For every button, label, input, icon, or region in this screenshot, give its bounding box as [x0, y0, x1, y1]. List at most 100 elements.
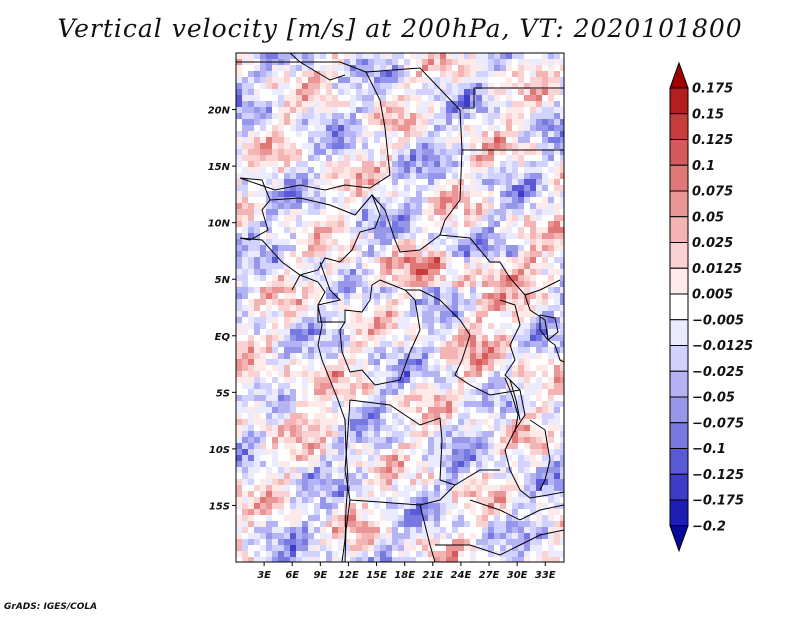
field-cell [344, 365, 351, 372]
field-cell [410, 281, 417, 288]
field-cell [542, 305, 549, 312]
field-cell [242, 101, 249, 108]
field-cell [236, 131, 243, 138]
field-cell [446, 437, 453, 444]
field-cell [422, 197, 429, 204]
field-cell [458, 377, 465, 384]
field-cell [266, 359, 273, 366]
field-cell [542, 125, 549, 132]
field-cell [380, 53, 387, 60]
field-cell [560, 173, 564, 180]
field-cell [530, 329, 537, 336]
field-cell [434, 221, 441, 228]
field-cell [368, 155, 375, 162]
field-cell [494, 311, 501, 318]
field-cell [338, 443, 345, 450]
field-cell [236, 371, 243, 378]
field-cell [332, 425, 339, 432]
field-cell [458, 551, 465, 558]
field-cell [554, 485, 561, 492]
field-cell [548, 245, 555, 252]
field-cell [500, 557, 507, 562]
field-cell [284, 539, 291, 546]
field-cell [494, 353, 501, 360]
field-cell [350, 275, 357, 282]
field-cell [512, 509, 519, 516]
field-cell [242, 479, 249, 486]
field-cell [284, 119, 291, 126]
field-cell [464, 491, 471, 498]
field-cell [530, 281, 537, 288]
field-cell [326, 209, 333, 216]
field-cell [398, 95, 405, 102]
field-cell [284, 401, 291, 408]
field-cell [332, 443, 339, 450]
field-cell [482, 83, 489, 90]
field-cell [272, 461, 279, 468]
field-cell [344, 281, 351, 288]
field-cell [524, 113, 531, 120]
field-cell [530, 515, 537, 522]
field-cell [404, 65, 411, 72]
field-cell [512, 347, 519, 354]
field-cell [494, 485, 501, 492]
field-cell [434, 359, 441, 366]
colorbar-swatch [669, 499, 689, 527]
field-cell [440, 281, 447, 288]
field-cell [446, 59, 453, 66]
field-cell [518, 545, 525, 552]
field-cell [518, 107, 525, 114]
field-cell [404, 425, 411, 432]
field-cell [272, 503, 279, 510]
field-cell [260, 245, 267, 252]
field-cell [500, 101, 507, 108]
field-cell [422, 281, 429, 288]
field-cell [320, 449, 327, 456]
field-cell [392, 509, 399, 516]
field-cell [374, 497, 381, 504]
field-cell [320, 419, 327, 426]
field-cell [530, 461, 537, 468]
field-cell [470, 299, 477, 306]
field-cell [344, 323, 351, 330]
field-cell [308, 281, 315, 288]
field-cell [458, 419, 465, 426]
colorbar: 0.1750.150.1250.10.0750.050.0250.01250.0… [669, 61, 753, 553]
field-cell [320, 455, 327, 462]
field-cell [278, 503, 285, 510]
field-cell [314, 71, 321, 78]
field-cell [476, 53, 483, 60]
field-cell [254, 335, 261, 342]
field-cell [554, 185, 561, 192]
field-cell [380, 341, 387, 348]
field-cell [284, 161, 291, 168]
field-cell [350, 287, 357, 294]
field-cell [290, 515, 297, 522]
field-cell [410, 539, 417, 546]
field-cell [308, 77, 315, 84]
field-cell [512, 269, 519, 276]
field-cell [392, 185, 399, 192]
field-cell [248, 317, 255, 324]
field-cell [512, 71, 519, 78]
x-tick-label: 3E [257, 570, 271, 581]
field-cell [284, 395, 291, 402]
field-cell [416, 383, 423, 390]
field-cell [290, 233, 297, 240]
field-cell [296, 473, 303, 480]
field-cell [506, 263, 513, 270]
field-cell [302, 293, 309, 300]
field-cell [320, 113, 327, 120]
field-cell [344, 305, 351, 312]
field-cell [530, 155, 537, 162]
field-cell [554, 413, 561, 420]
field-cell [404, 443, 411, 450]
field-cell [542, 395, 549, 402]
field-cell [428, 485, 435, 492]
field-cell [464, 515, 471, 522]
field-cell [518, 191, 525, 198]
field-cell [344, 329, 351, 336]
field-cell [398, 89, 405, 96]
field-cell [542, 551, 549, 558]
